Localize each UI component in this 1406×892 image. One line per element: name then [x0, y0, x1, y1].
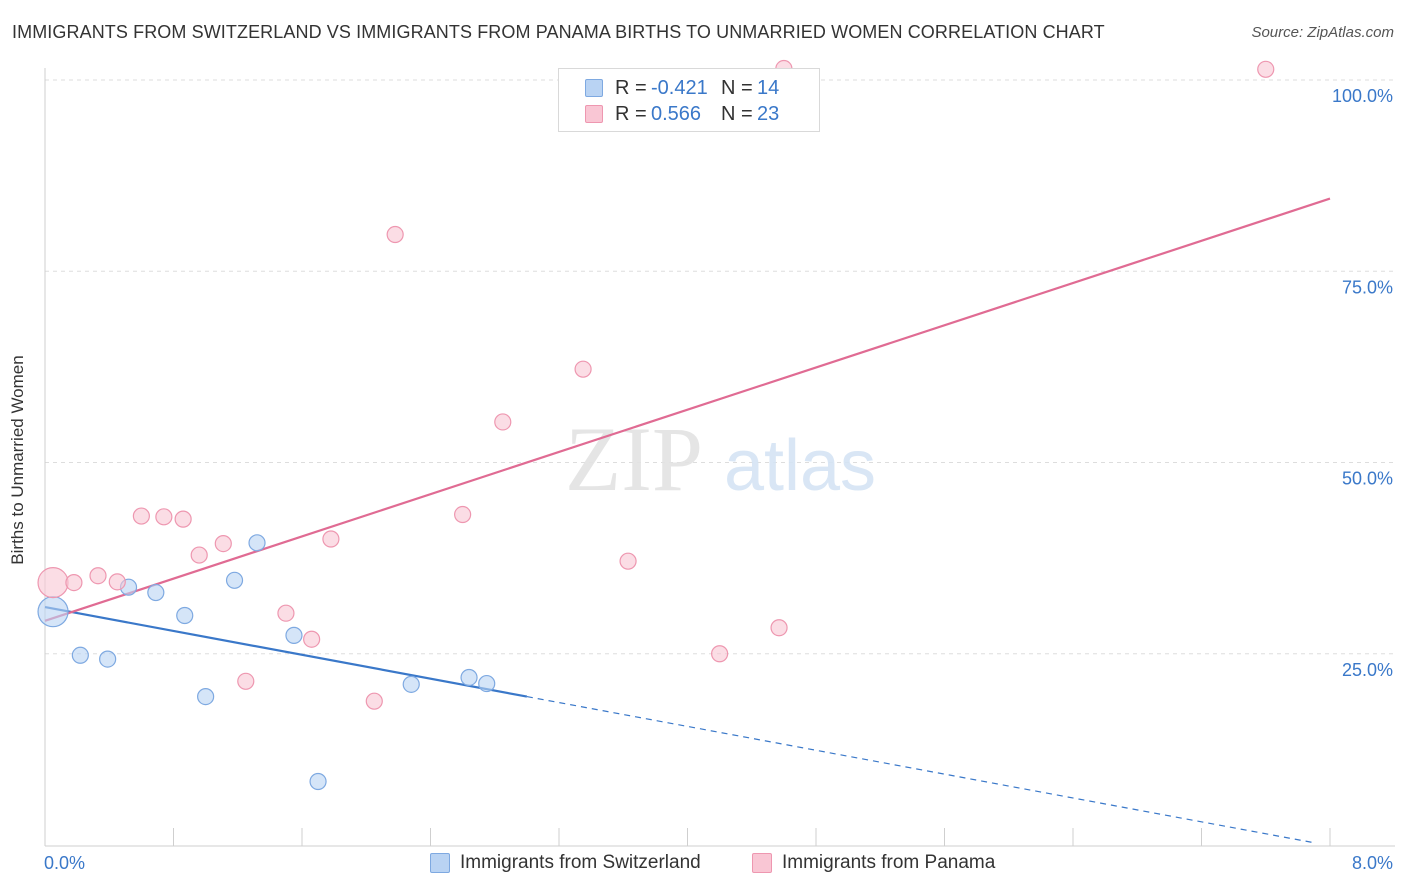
point-panama — [711, 645, 729, 663]
correlation-legend: R = -0.421 N = 14 R = 0.566 N = 23 — [558, 68, 820, 132]
point-switzerland — [225, 571, 244, 589]
point-panama — [386, 225, 404, 244]
x-tick-labels: 0.0% 8.0% — [44, 853, 1393, 873]
chart-title: IMMIGRANTS FROM SWITZERLAND VS IMMIGRANT… — [12, 22, 1105, 42]
y-tick-labels: 25.0% 50.0% 75.0% 100.0% — [1332, 86, 1393, 680]
n-value: 14 — [757, 76, 780, 99]
source-credit: Source: ZipAtlas.com — [1251, 24, 1394, 41]
r-label: R = — [615, 102, 647, 125]
trend-line-switzerland — [44, 606, 528, 698]
y-tick-label: 75.0% — [1342, 277, 1393, 297]
legend-swatch-switzerland — [430, 853, 450, 873]
point-panama — [1257, 60, 1275, 78]
point-panama — [494, 413, 512, 431]
point-switzerland — [402, 675, 420, 693]
point-switzerland — [309, 772, 327, 791]
watermark-atlas: atlas — [724, 426, 876, 506]
point-switzerland — [478, 674, 496, 693]
legend-label-panama: Immigrants from Panama — [782, 852, 996, 873]
r-value: -0.421 — [651, 76, 708, 99]
point-panama — [155, 508, 173, 526]
legend-label-switzerland: Immigrants from Switzerland — [460, 852, 701, 873]
point-panama — [65, 574, 83, 592]
data-points — [37, 59, 1275, 791]
legend-row-switzerland: R = -0.421 N = 14 — [585, 76, 779, 100]
gridlines — [45, 79, 1395, 655]
point-switzerland — [37, 596, 69, 628]
legend-item-panama[interactable]: Immigrants from Panama — [752, 852, 995, 874]
point-switzerland — [285, 626, 303, 644]
point-panama — [174, 510, 192, 528]
point-switzerland — [99, 650, 117, 668]
x-tick-label-min: 0.0% — [44, 853, 85, 873]
axes — [44, 68, 1395, 847]
n-label: N = — [721, 76, 753, 99]
watermark-zip: ZIP — [565, 408, 703, 510]
point-panama — [277, 604, 295, 622]
point-panama — [454, 505, 472, 524]
point-switzerland — [460, 668, 478, 687]
r-label: R = — [615, 76, 647, 99]
legend-row-panama: R = 0.566 N = 23 — [585, 102, 779, 126]
point-panama — [89, 567, 107, 585]
r-value: 0.566 — [651, 102, 702, 125]
point-panama — [214, 534, 232, 553]
point-switzerland — [248, 534, 266, 552]
point-switzerland — [197, 687, 215, 706]
n-value: 23 — [757, 102, 780, 125]
trend-lines — [44, 197, 1331, 844]
point-panama — [132, 507, 150, 525]
point-panama — [237, 672, 255, 690]
y-tick-label: 100.0% — [1332, 86, 1393, 106]
point-panama — [37, 567, 69, 599]
legend-item-switzerland[interactable]: Immigrants from Switzerland — [430, 852, 701, 874]
point-panama — [322, 530, 340, 548]
point-switzerland — [176, 606, 194, 625]
point-panama — [108, 573, 126, 591]
point-switzerland — [147, 583, 165, 602]
y-axis-label: Births to Unmarried Women — [8, 355, 27, 565]
n-label: N = — [721, 102, 753, 125]
legend-swatch-switzerland — [585, 79, 603, 97]
y-tick-label: 50.0% — [1342, 469, 1393, 489]
point-switzerland — [71, 646, 89, 664]
point-panama — [365, 692, 383, 710]
trend-line-switzerland-extrapolated — [526, 696, 1315, 844]
legend-swatch-panama — [585, 105, 603, 123]
point-panama — [770, 619, 788, 637]
x-tick-label-max: 8.0% — [1352, 853, 1393, 873]
series-legend: Immigrants from Switzerland Immigrants f… — [0, 852, 1406, 878]
trend-line-panama — [44, 197, 1331, 622]
point-panama — [303, 630, 321, 648]
point-panama — [619, 552, 637, 570]
y-tick-label: 25.0% — [1342, 660, 1393, 680]
point-panama — [574, 360, 592, 378]
watermark: ZIP atlas — [565, 408, 876, 510]
legend-swatch-panama — [752, 853, 772, 873]
point-panama — [190, 546, 208, 564]
